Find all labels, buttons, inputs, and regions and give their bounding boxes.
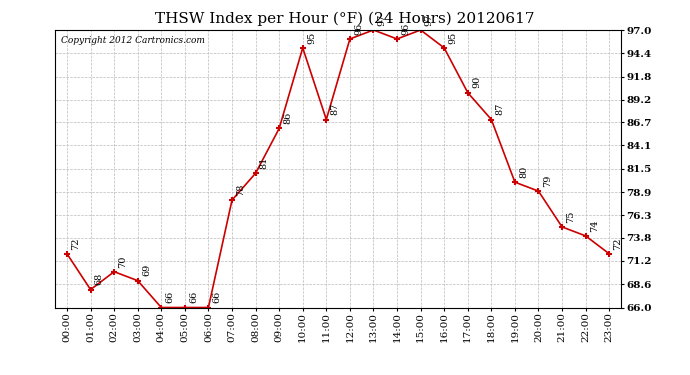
Text: 95: 95 <box>307 32 316 44</box>
Text: Copyright 2012 Cartronics.com: Copyright 2012 Cartronics.com <box>61 36 205 45</box>
Text: 78: 78 <box>236 183 245 196</box>
Text: 66: 66 <box>189 291 198 303</box>
Text: 70: 70 <box>118 255 127 267</box>
Text: 75: 75 <box>566 210 575 223</box>
Text: 74: 74 <box>590 219 599 232</box>
Text: 81: 81 <box>259 157 268 169</box>
Text: 96: 96 <box>354 22 363 35</box>
Text: 96: 96 <box>401 22 410 35</box>
Text: 90: 90 <box>472 76 481 88</box>
Text: 72: 72 <box>613 237 622 250</box>
Text: 97: 97 <box>425 13 434 26</box>
Text: 66: 66 <box>213 291 221 303</box>
Text: 87: 87 <box>331 103 339 116</box>
Text: 95: 95 <box>448 32 457 44</box>
Text: 87: 87 <box>495 103 504 116</box>
Text: 66: 66 <box>166 291 175 303</box>
Text: 72: 72 <box>71 237 80 250</box>
Text: 68: 68 <box>95 273 103 285</box>
Text: 79: 79 <box>542 175 551 187</box>
Text: 80: 80 <box>519 166 528 178</box>
Text: 69: 69 <box>142 264 151 276</box>
Text: 97: 97 <box>377 13 386 26</box>
Text: 86: 86 <box>284 112 293 124</box>
Text: THSW Index per Hour (°F) (24 Hours) 20120617: THSW Index per Hour (°F) (24 Hours) 2012… <box>155 11 535 26</box>
